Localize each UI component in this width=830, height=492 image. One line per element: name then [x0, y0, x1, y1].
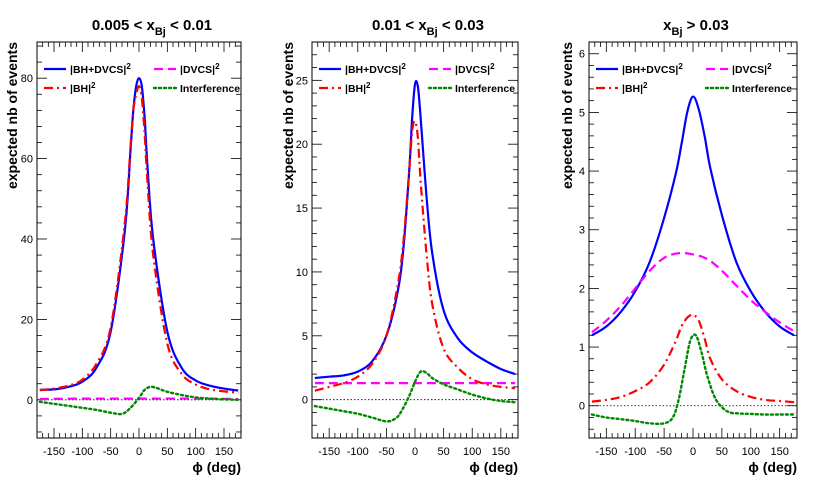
x-tick-label: 50	[716, 446, 728, 458]
series-line-dvcs	[591, 251, 795, 334]
series-line-bh	[39, 85, 239, 394]
series-line-total	[314, 80, 516, 380]
y-tick-label: 2	[579, 283, 585, 295]
y-tick-label: 5	[579, 107, 585, 119]
x-axis-label: ϕ (deg)	[748, 459, 797, 475]
x-tick-label: -100	[347, 446, 369, 458]
x-tick-label: -50	[103, 446, 119, 458]
legend-label-bh: |BH|2	[70, 81, 96, 95]
y-tick-label: 4	[579, 166, 585, 178]
legend-label-dvcs: |DVCS|2	[732, 62, 772, 76]
y-tick-label: 10	[296, 267, 308, 279]
y-axis-label: expected nb of events	[559, 42, 575, 189]
plot-frame	[311, 41, 519, 439]
series-line-int	[313, 369, 517, 423]
x-tick-label: -100	[624, 446, 646, 458]
x-tick-label: 0	[412, 446, 418, 458]
y-tick-label: 20	[296, 139, 308, 151]
legend-label-int: Interference	[455, 83, 515, 95]
y-tick-label: 6	[579, 49, 585, 61]
x-tick-label: -150	[595, 446, 617, 458]
x-tick-label: 50	[161, 446, 173, 458]
y-tick-label: 5	[302, 331, 308, 343]
y-tick-label: 3	[579, 225, 585, 237]
series-line-total	[39, 77, 239, 392]
legend-label-int: Interference	[180, 83, 240, 95]
chart-title: 0.01 < xBj < 0.03	[372, 17, 484, 38]
legend-label-int: Interference	[732, 83, 792, 95]
x-tick-label: 0	[136, 446, 142, 458]
y-tick-label: 0	[579, 401, 585, 413]
x-tick-label: -150	[318, 446, 340, 458]
y-tick-label: 25	[296, 75, 308, 87]
x-tick-label: 150	[770, 446, 788, 458]
x-tick-label: 150	[492, 446, 510, 458]
panel-1: -150 -100 -50 0 50 100 150 0 20 40 60 80 0.005 < xBj…	[4, 17, 242, 475]
legend-label-bh: |BH|2	[345, 81, 371, 95]
x-tick-label: 100	[463, 446, 481, 458]
series-line-total	[591, 95, 795, 337]
x-tick-label: 100	[742, 446, 760, 458]
y-tick-label: 0	[302, 395, 308, 407]
x-axis-label: ϕ (deg)	[192, 459, 241, 475]
x-tick-label: 150	[215, 446, 233, 458]
chart-title: xBj > 0.03	[663, 17, 729, 38]
y-tick-label: 60	[21, 154, 33, 166]
legend-label-bh: |BH|2	[622, 81, 648, 95]
panel-3: -150 -100 -50 0 50 100 150 0 1 2 3 4 5 6 xBj > 0.03 ϕ (…	[559, 17, 798, 475]
series-line-int	[38, 385, 240, 416]
x-tick-label: 100	[186, 446, 204, 458]
y-tick-label: 80	[21, 73, 33, 85]
y-axis-label: expected nb of events	[4, 42, 20, 189]
legend-label-dvcs: |DVCS|2	[455, 62, 495, 76]
chart-title: 0.005 < xBj < 0.01	[92, 17, 212, 38]
legend-label-dvcs: |DVCS|2	[180, 62, 220, 76]
y-tick-label: 1	[579, 342, 585, 354]
plot-frame	[588, 41, 798, 439]
x-tick-label: -150	[43, 446, 65, 458]
x-tick-label: -100	[71, 446, 93, 458]
y-tick-label: 15	[296, 203, 308, 215]
y-tick-label: 20	[21, 314, 33, 326]
x-tick-label: -50	[656, 446, 672, 458]
series-line-bh	[314, 119, 516, 392]
legend-label-total: |BH+DVCS|2	[70, 62, 131, 76]
panel-2: -150 -100 -50 0 50 100 150 0 5 10 15 20 25 0.01 < xBj…	[280, 17, 519, 475]
series-line-bh	[591, 313, 795, 404]
y-axis-label: expected nb of events	[280, 42, 296, 189]
legend-label-total: |BH+DVCS|2	[622, 62, 683, 76]
x-tick-label: 0	[690, 446, 696, 458]
x-tick-label: 50	[437, 446, 449, 458]
plot-frame	[36, 41, 242, 439]
y-tick-label: 0	[27, 395, 33, 407]
series-line-int	[590, 333, 796, 426]
legend-label-total: |BH+DVCS|2	[345, 62, 406, 76]
y-tick-label: 40	[21, 234, 33, 246]
x-axis-label: ϕ (deg)	[469, 459, 518, 475]
x-tick-label: -50	[378, 446, 394, 458]
